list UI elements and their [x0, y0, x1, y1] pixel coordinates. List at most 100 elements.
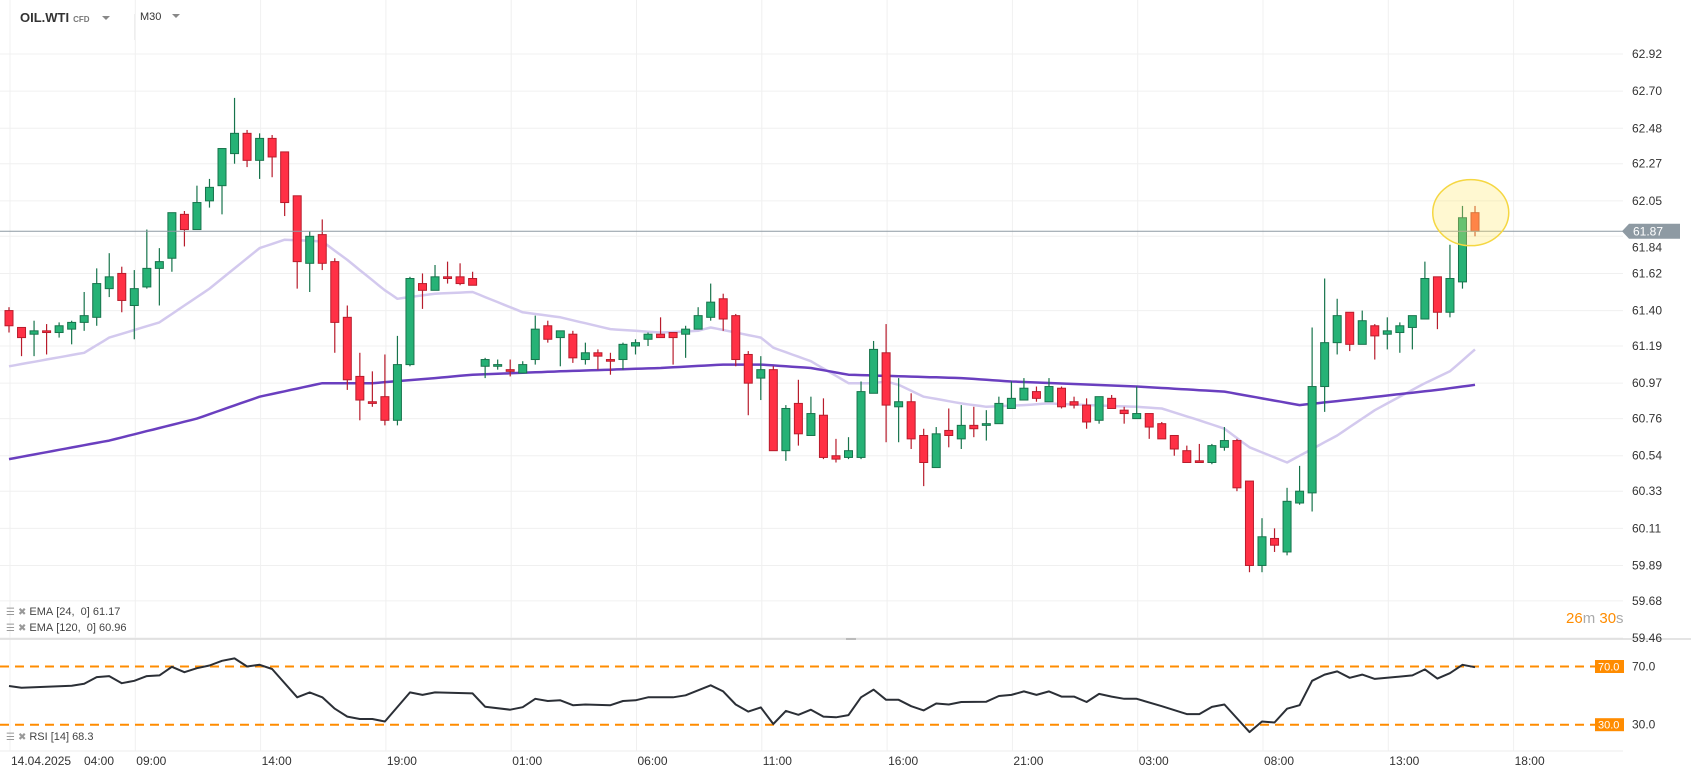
rsi-pane: 70.0 70.0 30.0 30.0 [0, 657, 1656, 734]
candle-body [505, 369, 515, 372]
price-axis-label: 60.33 [1632, 484, 1662, 498]
candle [931, 427, 941, 469]
candle-body [1320, 342, 1330, 388]
candle-body [944, 429, 954, 436]
chevron-down-icon [101, 16, 110, 20]
candle-body [568, 333, 578, 359]
candle-body [555, 330, 565, 339]
candle [230, 97, 240, 164]
candle-body [255, 137, 265, 161]
candle [104, 253, 114, 298]
candle [681, 325, 691, 358]
candle [706, 283, 716, 321]
candle-body [280, 151, 290, 204]
countdown-seconds: 30 [1599, 610, 1617, 627]
candle-body [79, 315, 89, 323]
candle-body [768, 369, 778, 452]
candle-body [405, 278, 415, 366]
candle-body [1345, 311, 1355, 345]
time-axis-label: 09:00 [136, 754, 166, 768]
legend-value: 68.3 [72, 731, 94, 743]
symbol-selector[interactable]: OIL.WTI CFD [20, 10, 110, 25]
settings-icon[interactable]: ☰ [6, 732, 15, 743]
current-price-badge: 61.87 [1622, 223, 1680, 239]
candle [1282, 487, 1292, 556]
candle [1132, 386, 1142, 420]
legend-ema120: ☰ ✖ EMA [120, 0] 60.96 [6, 622, 127, 635]
candle-body [1395, 325, 1405, 334]
candle-body [881, 352, 891, 406]
candle-body [1194, 460, 1204, 463]
legend-params: [120, 0] [56, 622, 96, 634]
candle [455, 263, 465, 286]
candle [367, 371, 377, 407]
candle-body [1094, 396, 1104, 421]
candle-body [543, 325, 553, 340]
rsi-level-badge-label: 70.0 [1598, 662, 1619, 674]
candle [392, 335, 402, 426]
candle [1219, 427, 1229, 451]
close-icon[interactable]: ✖ [17, 732, 27, 743]
candle [79, 292, 89, 331]
price-axis-label: 62.27 [1632, 157, 1662, 171]
candle-body [380, 396, 390, 421]
candle-body [1069, 401, 1079, 406]
price-axis-label: 60.97 [1632, 376, 1662, 390]
candle-body [894, 401, 904, 408]
settings-icon[interactable]: ☰ [6, 623, 15, 634]
time-axis[interactable]: 14.04.2025 04:00 09:00 14:00 19:00 01:00 06:00… [11, 754, 1545, 768]
candle-body [242, 132, 252, 161]
candle [179, 210, 189, 247]
pane-resize-handle[interactable] [846, 638, 856, 640]
candle-body [1157, 423, 1167, 440]
candles [4, 97, 1480, 573]
candle [818, 398, 828, 460]
price-axis-label: 61.40 [1632, 304, 1662, 318]
settings-icon[interactable]: ☰ [6, 607, 15, 618]
candle [167, 212, 177, 272]
candle-body [1457, 217, 1467, 283]
candle-body [204, 186, 214, 202]
time-axis-label: 14:00 [262, 754, 292, 768]
price-axis-label: 61.19 [1632, 339, 1662, 353]
candle-body [593, 352, 603, 357]
price-axis-label: 59.68 [1632, 594, 1662, 608]
timeframe-label: M30 [140, 11, 162, 23]
legend-value: 60.96 [98, 622, 127, 634]
candle-body [443, 276, 453, 280]
candle [1019, 378, 1029, 401]
time-axis-label: 03:00 [1139, 754, 1169, 768]
price-axis-label: 62.05 [1632, 194, 1662, 208]
candle [1082, 398, 1092, 429]
candle [555, 330, 565, 367]
candle-body [29, 330, 39, 335]
candle [1345, 311, 1355, 352]
countdown-minutes-unit: m [1582, 610, 1596, 627]
candle [505, 359, 515, 377]
candle-body [367, 401, 377, 404]
candle-body [317, 234, 327, 264]
candle [1270, 528, 1280, 552]
candle-body [305, 235, 315, 264]
price-axis[interactable]: 62.92 62.70 62.48 62.27 62.05 61.84 61.62 61.40… [1622, 47, 1680, 645]
candle-body [1307, 386, 1317, 494]
candle [1157, 421, 1167, 440]
close-icon[interactable]: ✖ [17, 623, 27, 634]
candle-body [969, 424, 979, 430]
candle-body [1420, 278, 1430, 320]
candle [54, 322, 64, 338]
candle-body [1357, 320, 1367, 345]
candle [618, 342, 628, 370]
candle-body [1270, 537, 1280, 546]
candle [1194, 443, 1204, 463]
candle-body [117, 272, 127, 301]
candle-body [54, 325, 64, 334]
candle-body [217, 148, 227, 187]
timeframe-selector[interactable]: M30 [140, 11, 181, 23]
candle-body [1257, 536, 1267, 566]
candle-body [831, 455, 841, 460]
candle-body [493, 364, 503, 367]
close-icon[interactable]: ✖ [17, 607, 27, 618]
price-axis-label: 60.11 [1632, 521, 1661, 535]
